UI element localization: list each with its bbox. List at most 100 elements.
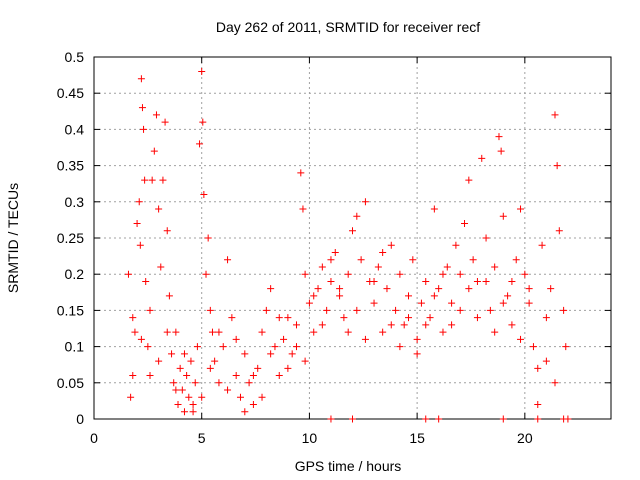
data-point	[198, 67, 206, 75]
x-tick-label: 20	[517, 430, 533, 446]
data-point	[508, 321, 516, 329]
data-point	[448, 299, 456, 307]
x-tick-label: 5	[198, 430, 206, 446]
data-point	[323, 306, 331, 314]
data-point	[206, 364, 214, 372]
data-point	[144, 343, 152, 351]
data-point	[297, 169, 305, 177]
data-point	[284, 314, 292, 322]
data-point	[183, 372, 191, 380]
data-point	[542, 314, 550, 322]
y-tick-label: 0.3	[65, 194, 85, 210]
data-point	[275, 372, 283, 380]
y-tick-label: 0.45	[57, 85, 84, 101]
data-point	[387, 321, 395, 329]
data-point	[137, 335, 145, 343]
data-point	[562, 343, 570, 351]
data-point	[163, 227, 171, 235]
data-point	[396, 343, 404, 351]
data-point	[499, 212, 507, 220]
data-point	[422, 321, 430, 329]
data-point	[314, 285, 322, 293]
data-point	[344, 328, 352, 336]
data-point	[267, 350, 275, 358]
x-tick-label: 10	[302, 430, 318, 446]
data-point	[336, 292, 344, 300]
x-tick-label: 0	[90, 430, 98, 446]
data-point	[199, 118, 207, 126]
data-point	[204, 234, 212, 242]
data-point	[400, 321, 408, 329]
data-point	[327, 415, 335, 423]
data-point	[473, 277, 481, 285]
data-point	[228, 314, 236, 322]
data-point	[215, 379, 223, 387]
data-point	[529, 343, 537, 351]
data-point	[349, 415, 356, 423]
data-point	[187, 357, 195, 365]
data-point	[392, 306, 400, 314]
y-tick-label: 0.5	[65, 49, 85, 65]
data-point	[150, 147, 158, 155]
data-point	[142, 277, 150, 285]
data-point	[327, 277, 335, 285]
data-point	[491, 263, 499, 271]
data-point	[136, 241, 144, 249]
data-point	[318, 263, 326, 271]
y-tick-label: 0.35	[57, 158, 84, 174]
data-point	[439, 270, 447, 278]
data-point	[370, 299, 378, 307]
data-point	[206, 306, 214, 314]
data-point	[208, 328, 216, 336]
data-point	[525, 299, 533, 307]
data-point	[146, 306, 154, 314]
y-axis-ticks: 0 0.05 0.1 0.15 0.2 0.25 0.3 0.35 0.4 0.45 0.5	[57, 49, 611, 427]
data-point	[435, 285, 443, 293]
data-point	[301, 270, 309, 278]
data-point	[258, 393, 266, 401]
data-point	[430, 292, 438, 300]
data-point	[413, 335, 421, 343]
data-point	[140, 125, 148, 133]
data-point	[180, 408, 188, 416]
plot-frame	[93, 56, 612, 420]
data-point	[327, 256, 335, 264]
data-point	[538, 241, 546, 249]
data-point	[245, 379, 253, 387]
data-point	[357, 256, 365, 264]
data-point	[560, 306, 568, 314]
data-point	[310, 328, 318, 336]
data-point	[241, 350, 249, 358]
data-point	[405, 292, 413, 300]
data-point	[129, 314, 137, 322]
data-point	[271, 343, 279, 351]
data-point	[262, 306, 270, 314]
data-point	[517, 335, 525, 343]
data-point	[288, 350, 296, 358]
data-point	[499, 415, 507, 423]
y-axis-label: SRMTID / TECUs	[5, 183, 21, 293]
data-point	[439, 328, 447, 336]
data-point	[396, 270, 404, 278]
data-point	[301, 357, 309, 365]
data-point	[430, 205, 438, 213]
data-point	[267, 285, 275, 293]
data-point	[331, 248, 339, 256]
data-point	[512, 256, 520, 264]
data-point	[155, 357, 163, 365]
data-point	[161, 118, 169, 126]
data-point	[379, 248, 387, 256]
data-point	[135, 198, 143, 206]
data-point	[349, 227, 356, 235]
data-point	[456, 306, 464, 314]
data-point	[219, 343, 227, 351]
data-point	[155, 205, 163, 213]
data-point	[284, 364, 292, 372]
data-point	[508, 277, 516, 285]
x-axis-ticks: 0 5 10 15 20	[90, 57, 533, 446]
data-point	[200, 191, 208, 199]
data-point	[383, 285, 391, 293]
data-point	[170, 379, 178, 387]
data-point	[124, 270, 132, 278]
data-point	[292, 321, 300, 329]
